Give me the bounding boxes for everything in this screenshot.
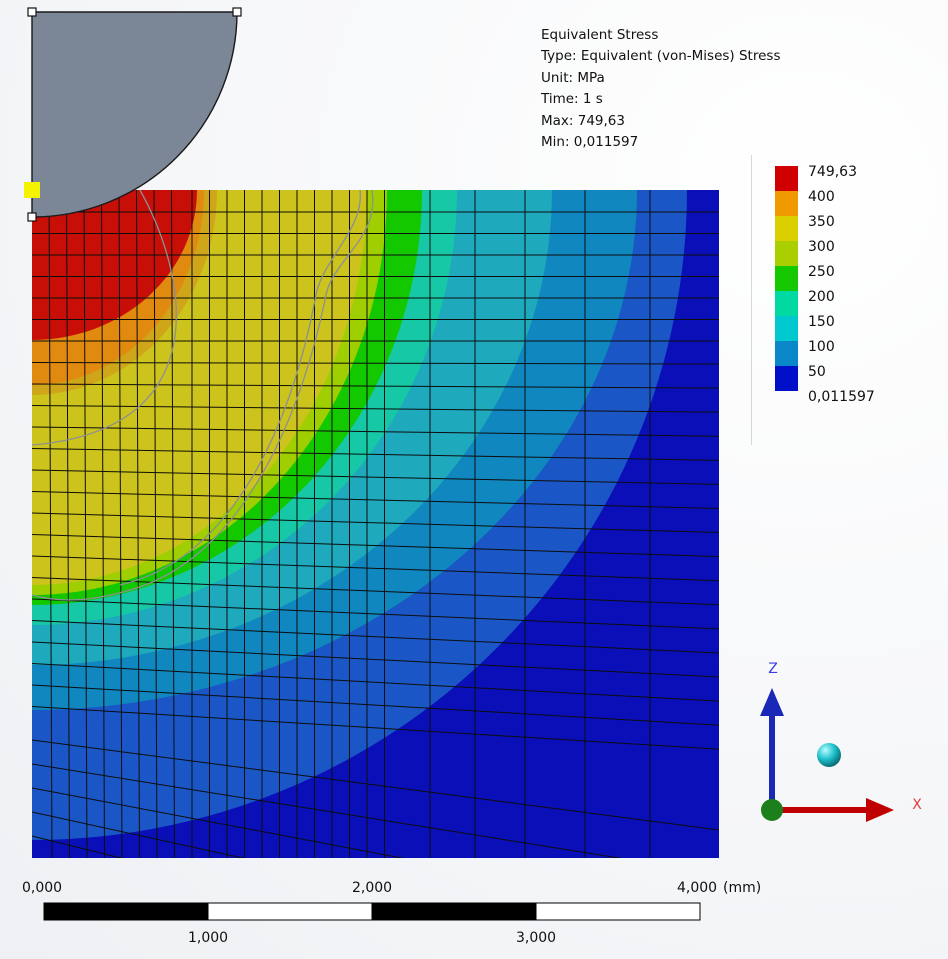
mesh-grid	[32, 190, 719, 858]
z-axis-arrowhead	[760, 688, 784, 716]
legend-label-7: 100	[808, 339, 835, 355]
legend-label-3: 300	[808, 239, 835, 255]
mesh-vline	[66, 190, 70, 858]
legend-label-6: 150	[808, 314, 835, 330]
scale-seg-2	[207, 902, 373, 921]
legend-swatch-0	[775, 166, 798, 191]
legend-label-2: 350	[808, 214, 835, 230]
indenter-shape	[31, 11, 238, 218]
legend-swatch-2	[775, 216, 798, 241]
legend-label-4: 250	[808, 264, 835, 280]
result-type: Type: Equivalent (von-Mises) Stress	[541, 48, 781, 65]
iso-line-middle	[32, 190, 374, 601]
mesh-hline	[32, 739, 719, 831]
mesh-hline	[32, 620, 719, 654]
contour-band-10	[32, 190, 197, 340]
mesh-hline	[32, 383, 719, 389]
scale-bar	[43, 902, 701, 921]
z-axis-label: Z	[768, 661, 778, 677]
mesh-vline	[171, 190, 175, 858]
x-axis-arrowhead	[866, 798, 894, 822]
mesh-hline	[32, 641, 719, 678]
mesh-hline	[32, 512, 719, 534]
legend-swatch-7	[775, 341, 798, 366]
mesh-hline	[32, 598, 719, 630]
mesh-hline	[32, 491, 719, 509]
legend-swatch-8	[775, 366, 798, 391]
iso-line-inner	[119, 190, 361, 586]
legend-label-5: 200	[808, 289, 835, 305]
legend-label-8: 50	[808, 364, 826, 380]
scale-seg-3	[371, 902, 537, 921]
indenter-body[interactable]	[24, 7, 242, 222]
legend-separator	[751, 155, 752, 445]
legend-label-0: 749,63	[808, 164, 857, 180]
handle-top-right[interactable]	[232, 7, 242, 17]
scale-label-4: 4,000	[677, 880, 718, 896]
mesh-hline	[32, 787, 405, 858]
mesh-hline	[32, 469, 719, 485]
mesh-hline	[32, 426, 719, 437]
mesh-hline	[32, 405, 719, 413]
mesh-hline	[32, 684, 719, 726]
scale-seg-4	[535, 902, 701, 921]
handle-top-left[interactable]	[27, 7, 37, 17]
mesh-vline	[136, 190, 140, 858]
legend-swatch-1	[775, 191, 798, 216]
result-min: Min: 0,011597	[541, 134, 639, 151]
scale-label-2: 2,000	[352, 880, 393, 896]
mesh-hline	[32, 448, 719, 461]
mesh-vline	[153, 190, 158, 858]
legend-swatch-3	[775, 241, 798, 266]
scale-label-3: 3,000	[516, 930, 557, 946]
scale-unit: (mm)	[723, 880, 762, 896]
scale-label-1: 1,000	[188, 930, 229, 946]
scale-seg-1	[43, 902, 209, 921]
mesh-hline	[32, 763, 623, 858]
coordinate-triad[interactable]: Z X	[760, 661, 922, 822]
mesh-vline	[101, 190, 105, 858]
x-axis-label: X	[912, 797, 922, 813]
mesh-hline	[32, 706, 719, 750]
mesh-hline	[32, 555, 719, 582]
result-time: Time: 1 s	[541, 91, 603, 108]
result-info-panel: Equivalent Stress Type: Equivalent (von-…	[541, 25, 780, 153]
mesh-vline	[118, 190, 123, 858]
legend-swatch-4	[775, 266, 798, 291]
mesh-vline	[48, 190, 53, 858]
selected-vertex-marker[interactable]	[24, 182, 40, 198]
mesh-hline	[32, 811, 246, 858]
scale-label-0: 0,000	[22, 880, 63, 896]
triad-origin	[761, 799, 783, 821]
result-unit: Unit: MPa	[541, 69, 605, 86]
iso-outline-lines	[32, 190, 374, 601]
mesh-hline	[32, 362, 719, 365]
stress-contour-plate	[32, 190, 719, 858]
legend-label-9: 0,011597	[808, 389, 875, 405]
legend-swatch-5	[775, 291, 798, 316]
mesh-hline	[32, 663, 719, 702]
triad-view-sphere[interactable]	[817, 743, 841, 767]
result-max: Max: 749,63	[541, 112, 625, 129]
iso-line-outer	[32, 190, 177, 446]
legend-swatch-6	[775, 316, 798, 341]
result-title: Equivalent Stress	[541, 27, 659, 43]
mesh-hline	[32, 534, 719, 558]
legend-label-1: 400	[808, 189, 835, 205]
mesh-hline	[32, 577, 719, 606]
handle-bottom-left[interactable]	[27, 212, 37, 222]
